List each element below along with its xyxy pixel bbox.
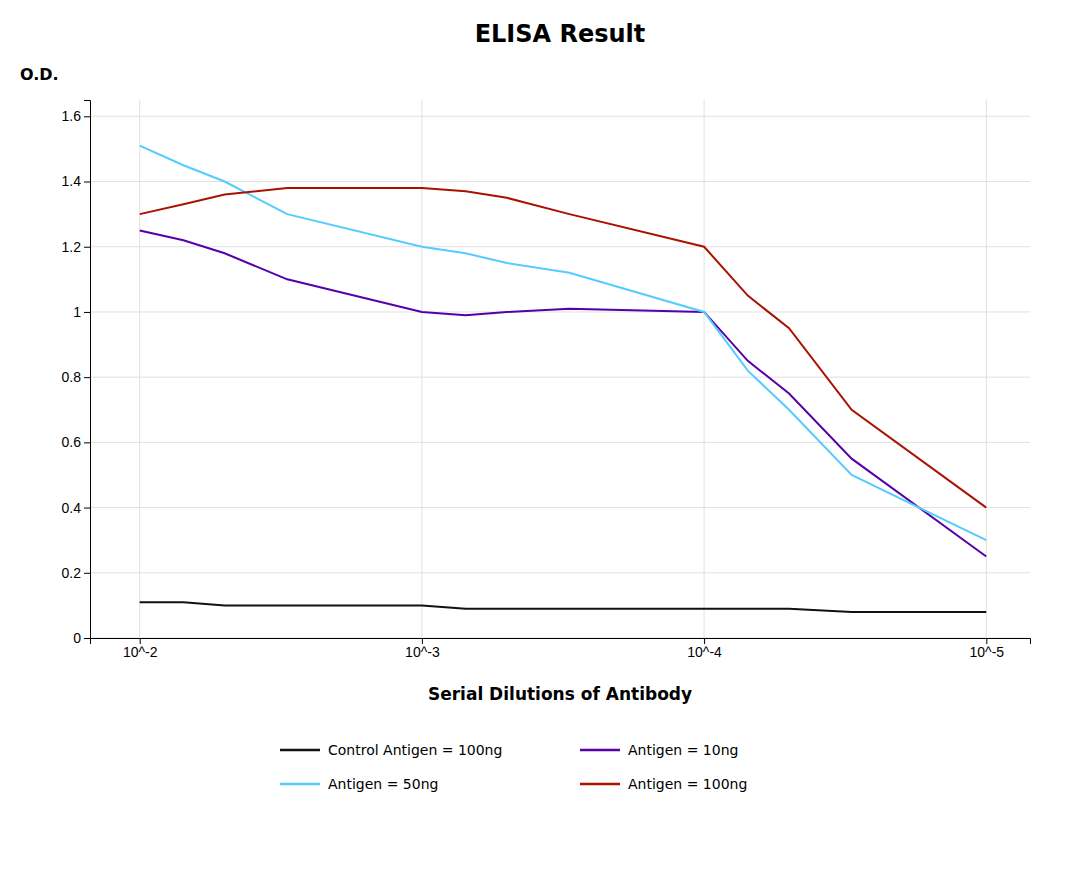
x-axis-title: Serial Dilutions of Antibody [428, 684, 692, 704]
grid-line [986, 100, 987, 638]
series-line [140, 188, 987, 508]
axis-line [84, 101, 91, 639]
grid-line [90, 246, 1030, 247]
tick-mark [84, 312, 90, 313]
tick-label: 0 [73, 630, 81, 646]
y-tick: 0.8 [62, 369, 90, 385]
grid [90, 100, 1030, 638]
plot: 10^-2 10^-3 10^-4 10^-5 0 0.2 0.4 0.6 0.8 1 1.2 1.4… [62, 100, 1031, 660]
legend-label: Antigen = 100ng [628, 776, 747, 792]
legend-item: Antigen = 50ng [280, 776, 438, 792]
x-axis: 10^-2 10^-3 10^-4 10^-5 [91, 638, 1031, 660]
legend-swatch [580, 749, 620, 752]
tick-mark [84, 116, 90, 117]
grid-line [90, 572, 1030, 573]
legend-swatch [580, 783, 620, 786]
y-tick: 0 [73, 630, 90, 646]
legend-label: Antigen = 50ng [328, 776, 438, 792]
y-tick: 1.4 [62, 173, 90, 189]
tick-label: 1.4 [62, 173, 82, 189]
lines [140, 146, 987, 612]
axis-line [91, 639, 1031, 645]
tick-label: 0.2 [62, 565, 82, 581]
x-tick: 10^-3 [405, 638, 440, 660]
tick-label: 0.8 [62, 369, 82, 385]
grid-line [139, 100, 140, 638]
tick-mark [84, 377, 90, 378]
tick-label: 1.2 [62, 239, 82, 255]
grid-line [90, 377, 1030, 378]
y-tick: 1 [73, 304, 90, 320]
grid-line [90, 116, 1030, 117]
tick-mark [84, 182, 90, 183]
tick-label: 10^-3 [405, 644, 440, 660]
x-tick: 10^-5 [969, 638, 1004, 660]
tick-mark [84, 442, 90, 443]
legend-item: Antigen = 100ng [580, 776, 747, 792]
series-line [140, 602, 987, 612]
series-line [140, 146, 987, 541]
tick-mark [84, 638, 90, 639]
series-line [140, 230, 987, 556]
grid-line [90, 181, 1030, 182]
chart: 10^-2 10^-3 10^-4 10^-5 0 0.2 0.4 0.6 0.8 1 1.2 1.4… [0, 0, 1080, 878]
grid-line [90, 311, 1030, 312]
grid-line [421, 100, 422, 638]
y-tick: 1.6 [62, 108, 90, 124]
y-axis: 0 0.2 0.4 0.6 0.8 1 1.2 1.4 1.6 [62, 101, 91, 646]
title: ELISA Result [475, 20, 646, 48]
tick-label: 0.6 [62, 434, 82, 450]
legend-swatch [280, 749, 320, 752]
legend-item: Antigen = 10ng [580, 742, 738, 758]
y-tick: 0.6 [62, 434, 90, 450]
tick-label: 10^-5 [969, 644, 1004, 660]
grid-line [90, 442, 1030, 443]
x-tick: 10^-4 [687, 638, 722, 660]
tick-label: 10^-2 [123, 644, 158, 660]
tick-label: 1 [73, 304, 81, 320]
y-tick: 1.2 [62, 239, 90, 255]
legend-label: Antigen = 10ng [628, 742, 738, 758]
y-tick: 0.2 [62, 565, 90, 581]
x-tick: 10^-2 [123, 638, 158, 660]
tick-mark [84, 247, 90, 248]
legend-item: Control Antigen = 100ng [280, 742, 502, 758]
grid-line [704, 100, 705, 638]
legend-swatch [280, 783, 320, 786]
legend-label: Control Antigen = 100ng [328, 742, 502, 758]
tick-label: 0.4 [62, 500, 82, 516]
y-axis-title: O.D. [20, 65, 59, 84]
tick-mark [84, 573, 90, 574]
tick-label: 1.6 [62, 108, 82, 124]
legend: Control Antigen = 100ng Antigen = 10ng Ant… [280, 742, 747, 792]
tick-mark [84, 508, 90, 509]
grid-line [90, 507, 1030, 508]
tick-label: 10^-4 [687, 644, 722, 660]
y-tick: 0.4 [62, 500, 90, 516]
